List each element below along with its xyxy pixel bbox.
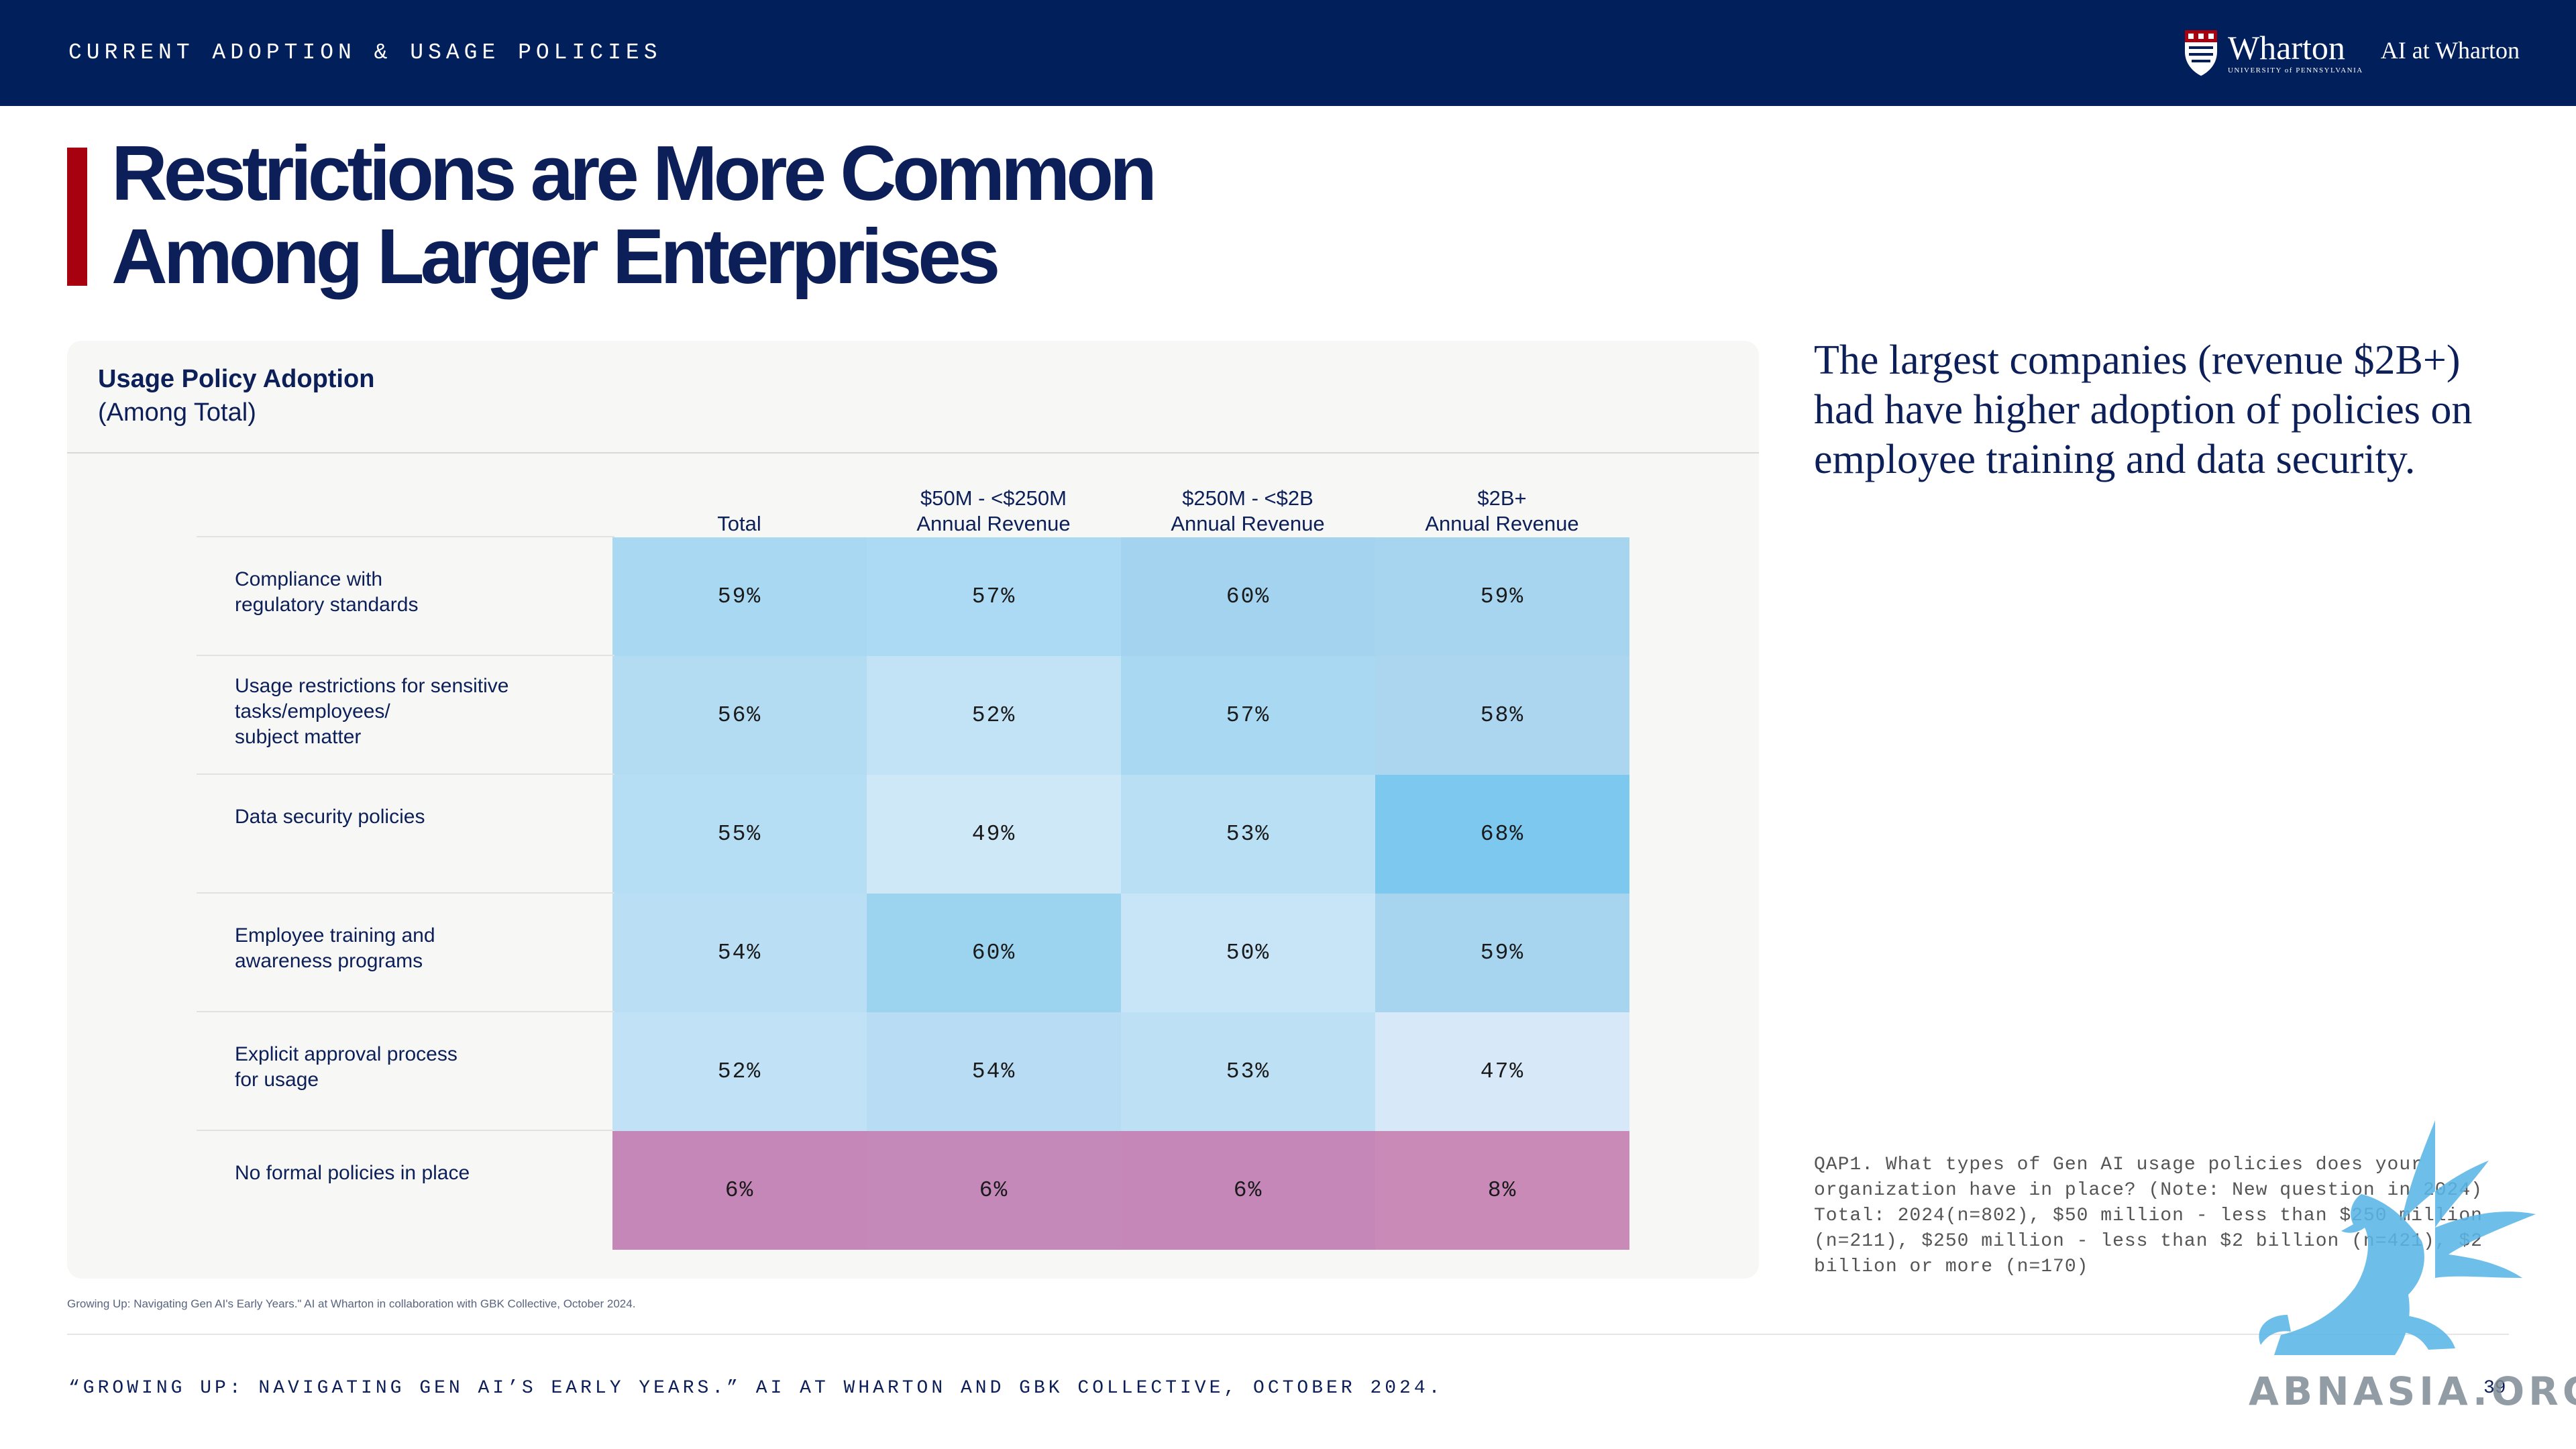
card-title: Usage Policy Adoption <box>98 365 375 393</box>
usage-policy-card: Usage Policy Adoption (Among Total) Tota… <box>67 341 1759 1279</box>
row-divider <box>197 1130 614 1131</box>
heatmap-cell: 58% <box>1375 656 1629 775</box>
heatmap-cell: 68% <box>1375 775 1629 894</box>
column-header-line-2: Annual Revenue <box>1171 512 1325 535</box>
header-bar: CURRENT ADOPTION & USAGE POLICIES Wharto… <box>0 0 2576 106</box>
heatmap-cell: 47% <box>1375 1012 1629 1131</box>
column-header-line-2: Annual Revenue <box>916 512 1071 535</box>
heatmap-cell: 53% <box>1121 1012 1375 1131</box>
heatmap-cell: 52% <box>867 656 1121 775</box>
heatmap-cell: 6% <box>1121 1131 1375 1250</box>
column-header: $50M - <$250M Annual Revenue <box>867 470 1120 537</box>
row-label: Data security policies <box>235 804 597 830</box>
heatmap-cell: 6% <box>867 1131 1121 1250</box>
insight-text: The largest companies (revenue $2B+) had… <box>1814 337 2473 482</box>
heatmap-cell: 59% <box>612 537 867 656</box>
footer-citation: “GROWING UP: NAVIGATING GEN AI’S EARLY Y… <box>68 1378 1444 1399</box>
title-accent-bar <box>67 148 87 286</box>
brand-name: Wharton <box>2227 28 2345 66</box>
row-label: Employee training and awareness programs <box>235 923 597 974</box>
row-label: Usage restrictions for sensitive tasks/em… <box>235 674 597 750</box>
griffin-icon <box>2259 1120 2536 1355</box>
row-divider <box>197 536 614 537</box>
row-label-line: No formal policies in place <box>235 1162 470 1184</box>
column-header-line-1: $250M - <$2B <box>1182 486 1313 510</box>
brand-tag: AI at Wharton <box>2380 37 2520 64</box>
row-label-line: for usage <box>235 1069 319 1091</box>
heatmap-cell: 60% <box>1121 537 1375 656</box>
column-header: Total <box>612 470 866 537</box>
row-label-line: tasks/employees/ <box>235 700 390 722</box>
page-number: 39 <box>2483 1378 2506 1399</box>
footer-divider <box>67 1334 2509 1335</box>
row-label-line: Data security policies <box>235 806 425 828</box>
heatmap-cell: 57% <box>867 537 1121 656</box>
heatmap-cell: 55% <box>612 775 867 894</box>
column-header-line-2: Total <box>717 512 761 535</box>
column-header-line-2: Annual Revenue <box>1425 512 1579 535</box>
column-header: $2B+ Annual Revenue <box>1375 470 1629 537</box>
row-divider <box>197 773 614 775</box>
heatmap-cell: 54% <box>867 1012 1121 1131</box>
wharton-logo: Wharton UNIVERSITY of PENNSYLVANIA AI at… <box>2182 25 2520 79</box>
title-line-1: Restrictions are More Common <box>111 129 1157 217</box>
heatmap-cell: 57% <box>1121 656 1375 775</box>
row-label: No formal policies in place <box>235 1161 597 1186</box>
heatmap-cell: 60% <box>867 894 1121 1012</box>
page-title: Restrictions are More Common Among Large… <box>111 129 1157 300</box>
section-title: CURRENT ADOPTION & USAGE POLICIES <box>68 40 662 65</box>
brand-subtitle: UNIVERSITY of PENNSYLVANIA <box>2227 66 2363 74</box>
heatmap-cell: 59% <box>1375 894 1629 1012</box>
row-divider <box>197 892 614 894</box>
row-divider <box>197 1011 614 1012</box>
heatmap-cell: 54% <box>612 894 867 1012</box>
heatmap-cell: 50% <box>1121 894 1375 1012</box>
row-label-line: subject matter <box>235 726 362 748</box>
heatmap-cell: 56% <box>612 656 867 775</box>
heatmap-cell: 53% <box>1121 775 1375 894</box>
column-header: $250M - <$2B Annual Revenue <box>1121 470 1375 537</box>
card-divider <box>67 452 1759 453</box>
row-label-line: awareness programs <box>235 950 423 972</box>
heatmap-cell: 49% <box>867 775 1121 894</box>
row-label-line: Compliance with <box>235 568 383 590</box>
card-subtitle: (Among Total) <box>98 398 256 427</box>
heatmap-cell: 8% <box>1375 1131 1629 1250</box>
watermark-text: ABNASIA.ORG <box>2249 1368 2576 1414</box>
card-source: Growing Up: Navigating Gen AI's Early Ye… <box>67 1297 636 1310</box>
title-line-2: Among Larger Enterprises <box>111 213 1000 300</box>
row-label: Explicit approval process for usage <box>235 1042 597 1093</box>
row-label-line: Explicit approval process <box>235 1043 458 1065</box>
heatmap-cell: 52% <box>612 1012 867 1131</box>
column-header-line-1: $2B+ <box>1477 486 1527 510</box>
heatmap-cell: 59% <box>1375 537 1629 656</box>
row-label-line: regulatory standards <box>235 594 419 616</box>
column-header-line-1: $50M - <$250M <box>920 486 1067 510</box>
row-label: Compliance with regulatory standards <box>235 567 597 618</box>
row-label-line: Usage restrictions for sensitive <box>235 675 509 697</box>
penn-shield-icon <box>2184 30 2217 76</box>
row-divider <box>197 655 614 656</box>
row-label-line: Employee training and <box>235 924 435 947</box>
heatmap-cell: 6% <box>612 1131 867 1250</box>
